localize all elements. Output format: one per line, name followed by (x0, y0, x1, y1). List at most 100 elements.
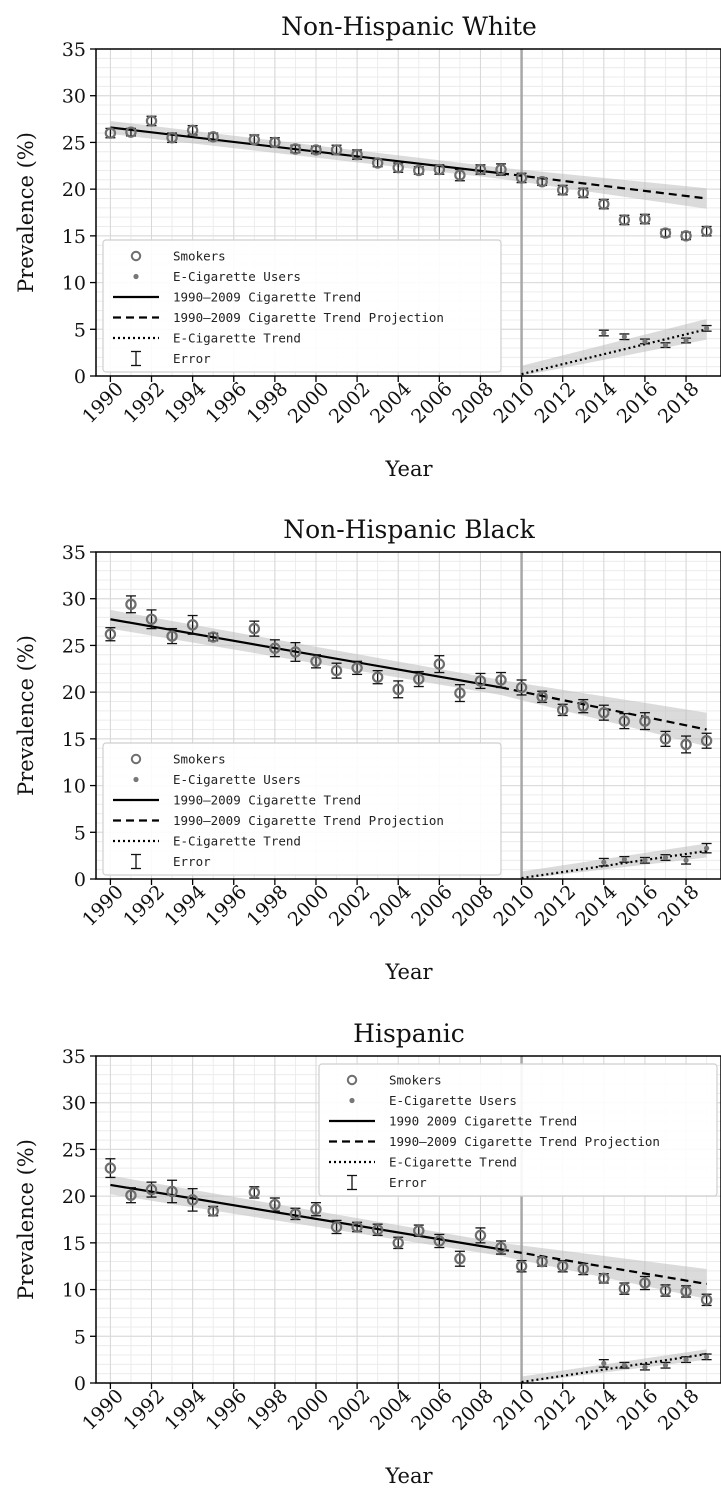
smoker-point (104, 628, 117, 640)
x-tick-label: 2008 (448, 881, 498, 931)
cigarette-projection-line (500, 1248, 707, 1286)
cigarette-projection-line (500, 172, 707, 200)
y-tick-label: 5 (74, 1326, 86, 1348)
projection-confidence-band (501, 167, 707, 209)
ecig-point (662, 854, 669, 861)
x-tick-label: 1998 (243, 881, 293, 931)
y-tick-label: 25 (62, 132, 86, 154)
legend-ecig-marker (133, 776, 139, 783)
smoker-point (618, 214, 631, 226)
y-tick-label: 20 (62, 682, 86, 704)
smoker-point (330, 1221, 343, 1233)
smoker-point (125, 1189, 137, 1201)
x-tick-label: 1994 (160, 881, 210, 931)
smoker-point (556, 1260, 569, 1272)
ecig-point (642, 338, 648, 345)
x-tick-label: 2008 (448, 1385, 498, 1435)
ecig-confidence-band (521, 1349, 707, 1383)
ecig-point (662, 342, 669, 348)
smoker-point (310, 144, 322, 156)
smoker-point (454, 687, 466, 699)
smoker-point (577, 700, 589, 712)
ecig-point (642, 857, 648, 863)
legend-smokers-marker (130, 753, 142, 765)
cigarette-trend-line (110, 618, 502, 689)
smoker-point (598, 198, 610, 210)
smoker-point (659, 733, 672, 745)
trend-confidence-band (110, 1175, 502, 1256)
ecig-point (683, 1357, 689, 1363)
smoker-point (577, 1263, 589, 1275)
ecig-confidence-band (521, 319, 707, 376)
smoker-point (186, 1194, 199, 1206)
legend-label: Smokers (389, 1073, 442, 1088)
smoker-point (392, 683, 404, 696)
smoker-point (392, 161, 404, 174)
x-tick-label: 1992 (119, 1385, 169, 1435)
legend-box (102, 239, 502, 373)
smoker-point (639, 1277, 651, 1289)
legend-label: 1990–2009 Cigarette Trend Projection (173, 310, 444, 325)
chart-title: Hispanic (353, 1019, 465, 1048)
chart-title: Non-Hispanic Black (283, 515, 535, 544)
smoker-point (330, 144, 343, 156)
legend-label: 1990 2009 Cigarette Trend (389, 1114, 577, 1129)
x-tick-label: 1996 (202, 378, 252, 428)
smoker-point (515, 681, 528, 694)
smoker-point (351, 662, 363, 674)
smoker-point (577, 187, 589, 199)
smoker-point (413, 673, 425, 685)
x-tick-label: 2000 (284, 378, 334, 428)
legend-label: E-Cigarette Users (173, 269, 301, 284)
smoker-point (536, 1255, 548, 1268)
x-tick-label: 2010 (489, 881, 539, 931)
ecig-trend-line (521, 328, 707, 376)
smoker-point (145, 115, 158, 127)
axes-frame (95, 551, 721, 880)
ecig-trend-line (521, 849, 707, 880)
x-axis-label: Year (384, 457, 433, 481)
y-tick-label: 30 (62, 1093, 86, 1115)
y-tick-label: 25 (62, 1139, 86, 1161)
smoker-point (495, 674, 507, 686)
smoker-point (289, 646, 302, 658)
smoker-point (248, 1186, 261, 1199)
smoker-point (351, 1221, 363, 1233)
x-tick-label: 2016 (613, 881, 663, 931)
legend-label: Error (389, 1175, 427, 1190)
x-tick-label: 2018 (654, 378, 704, 428)
x-tick-label: 1994 (160, 378, 210, 428)
panel-3: 0510152025303519901992199419961998200020… (14, 1019, 721, 1488)
legend-label: 1990–2009 Cigarette Trend (173, 290, 361, 305)
x-tick-label: 2010 (489, 378, 539, 428)
x-axis-label: Year (384, 1464, 433, 1488)
y-tick-label: 5 (74, 319, 86, 341)
smoker-point (680, 738, 692, 751)
smoker-point (474, 1229, 487, 1242)
x-tick-label: 2000 (284, 881, 334, 931)
smoker-point (680, 1285, 692, 1298)
legend-label: 1990–2009 Cigarette Trend (173, 793, 361, 808)
smoker-point (700, 735, 713, 747)
legend-label: Smokers (173, 249, 226, 264)
y-tick-label: 30 (62, 86, 86, 108)
ecig-point (601, 330, 607, 336)
smoker-point (659, 227, 672, 239)
ecig-point (704, 1354, 710, 1360)
smoker-point (310, 1203, 322, 1215)
x-tick-label: 2004 (366, 378, 416, 428)
smoker-point (207, 1205, 219, 1217)
x-tick-label: 2004 (366, 1385, 416, 1435)
y-tick-label: 25 (62, 635, 86, 657)
x-tick-label: 1998 (243, 1385, 293, 1435)
smoker-point (371, 1224, 384, 1236)
smoker-point (125, 126, 137, 138)
ecig-point (621, 334, 627, 340)
smoker-point (392, 1237, 404, 1249)
ecig-point (662, 1362, 669, 1368)
smoker-point (536, 175, 548, 188)
y-tick-label: 10 (62, 776, 86, 798)
x-tick-label: 1992 (119, 378, 169, 428)
smoker-point (330, 664, 343, 677)
